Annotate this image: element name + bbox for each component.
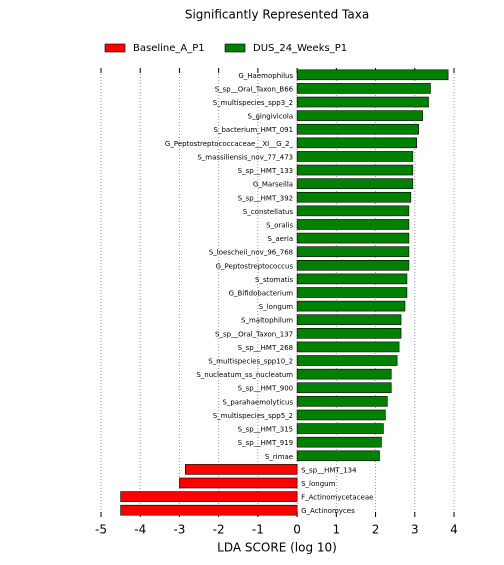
category-label: S_maltophilum <box>241 317 293 325</box>
category-label: S_longum <box>259 303 293 311</box>
bar <box>296 287 408 298</box>
category-label: G_Peptostreptococcaceae__XI__G_2_ <box>165 140 294 148</box>
category-label: S_sp__Oral_Taxon_137 <box>215 330 293 338</box>
category-label: S_sp__HMT_900 <box>238 385 293 393</box>
category-label: S_sp__HMT_392 <box>238 194 293 202</box>
bar <box>296 151 414 162</box>
bar <box>296 341 400 353</box>
category-label: S_aeria <box>267 235 293 243</box>
bar <box>296 164 414 176</box>
bar <box>296 368 392 380</box>
bar <box>296 246 410 257</box>
x-tick-label: 3 <box>411 523 419 537</box>
bar <box>296 355 398 366</box>
x-tick-label: -3 <box>173 523 185 537</box>
legend-swatch <box>224 43 246 53</box>
bar <box>296 232 410 244</box>
category-label: S_sp__HMT_919 <box>238 439 293 447</box>
x-tick-label: -1 <box>252 523 264 537</box>
category-label: F_Actinomycetaceae <box>301 494 373 502</box>
category-label: S_sp__HMT_133 <box>238 167 293 175</box>
category-label: S_nucleatum_ss_nucleatum <box>196 371 293 379</box>
bar <box>296 328 402 339</box>
category-label: S_bacterium_HMT_091 <box>214 126 294 134</box>
x-tick-label: 4 <box>450 523 458 537</box>
category-label: S_constellatus <box>243 208 294 216</box>
bar <box>296 110 423 121</box>
category-label: S_gingivicola <box>248 113 294 121</box>
category-label: S_multispecies_spp10_2 <box>208 358 293 366</box>
bar <box>296 273 408 285</box>
bar <box>296 137 418 149</box>
x-axis-label: LDA SCORE (log 10) <box>217 541 337 555</box>
bar <box>296 123 420 135</box>
category-label: G_Actinomyces <box>301 507 355 515</box>
x-tick-label: 0 <box>293 523 301 537</box>
category-label: S_rimae <box>265 453 293 461</box>
bar <box>296 423 384 434</box>
category-label: G_Bifidobacterium <box>229 290 294 298</box>
x-tick-label: -5 <box>95 523 107 537</box>
x-tick-label: -4 <box>134 523 146 537</box>
category-label: G_Peptostreptococcus <box>216 262 294 270</box>
category-label: S_sp__HMT_315 <box>238 426 293 434</box>
category-label: S_sp__HMT_268 <box>238 344 293 352</box>
bar <box>296 96 429 108</box>
bar <box>296 436 382 448</box>
bar <box>296 83 431 94</box>
bar <box>296 69 449 81</box>
bar <box>179 477 298 489</box>
bar <box>296 409 386 421</box>
category-label: S_longum <box>301 480 335 488</box>
bar <box>296 219 410 230</box>
bar <box>296 314 402 326</box>
x-tick-label: 1 <box>333 523 341 537</box>
x-tick-label: 2 <box>372 523 380 537</box>
bar <box>296 396 388 407</box>
category-label: G_Haemophilus <box>238 72 293 80</box>
category-label: S_sp__HMT_134 <box>301 466 357 474</box>
category-label: G_Marseilla <box>253 181 293 189</box>
legend-swatch <box>104 43 126 53</box>
bar <box>185 464 298 475</box>
category-label: S_stomatis <box>255 276 293 284</box>
bar <box>296 191 412 203</box>
bar <box>120 491 298 502</box>
category-label: S_parahaemolyticus <box>222 398 293 406</box>
bar <box>296 382 392 394</box>
bar <box>296 450 380 462</box>
bar <box>296 178 414 189</box>
category-label: S_multispecies_spp5_2 <box>213 412 293 420</box>
bar <box>296 300 406 312</box>
category-label: S_oralis <box>266 221 293 229</box>
bar <box>296 205 410 217</box>
category-label: S_loescheii_nov_96_768 <box>209 249 293 257</box>
bar <box>296 259 410 271</box>
bar <box>120 504 298 516</box>
category-label: S_multispecies_spp3_2 <box>213 99 293 107</box>
legend-label: Baseline_A_P1 <box>133 43 205 54</box>
x-tick-label: -2 <box>213 523 225 537</box>
category-label: S_massiliensis_nov_77_473 <box>197 153 293 161</box>
category-label: S_sp__Oral_Taxon_B66 <box>215 85 294 93</box>
chart-title: Significantly Represented Taxa <box>185 8 369 22</box>
legend-label: DUS_24_Weeks_P1 <box>253 43 347 54</box>
